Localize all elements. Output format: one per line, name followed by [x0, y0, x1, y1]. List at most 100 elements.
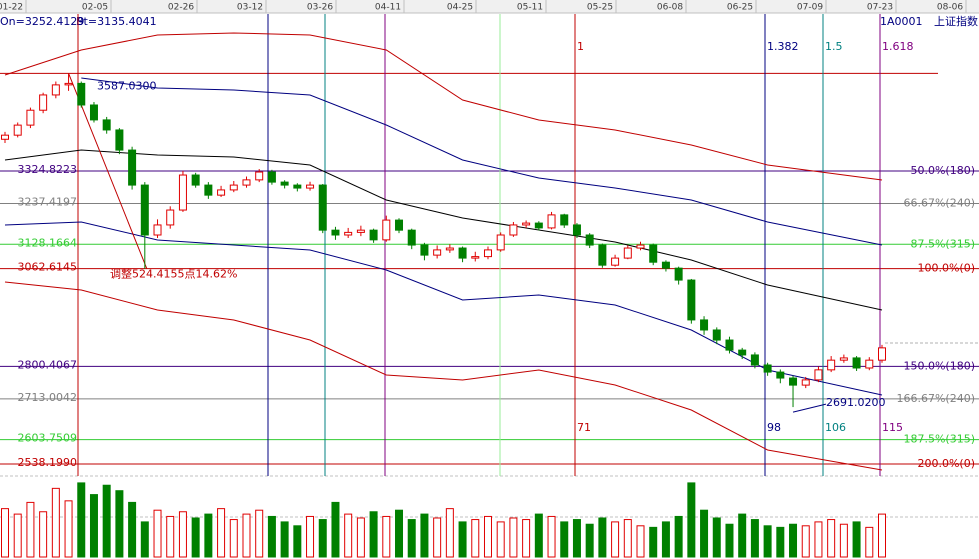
- candle-body: [140, 184, 149, 236]
- volume-bar: [471, 519, 480, 558]
- peak-label: 3587.0300: [97, 79, 157, 92]
- volume-bar: [102, 484, 111, 558]
- volume-bar: [611, 521, 620, 558]
- x-tick-label: 04-25: [447, 3, 473, 13]
- candle-body: [306, 184, 315, 189]
- level-label: 2713.0042: [18, 391, 78, 404]
- x-tick-label: 03-12: [237, 3, 263, 13]
- volume-bar: [331, 501, 340, 558]
- volume-bar: [89, 494, 98, 558]
- candle-body: [623, 247, 632, 259]
- volume-bar: [560, 521, 569, 558]
- volume-bar: [115, 490, 124, 558]
- candle-body: [509, 224, 518, 236]
- candle-body: [572, 224, 581, 236]
- volume-bar: [585, 523, 594, 558]
- x-tick-label: 04-11: [375, 3, 401, 13]
- volume-bar: [77, 482, 86, 558]
- level-label: 3237.4197: [18, 196, 78, 209]
- candle-body: [64, 82, 73, 86]
- volume-bar: [267, 515, 276, 558]
- x-tick-label: 02-05: [82, 3, 108, 13]
- x-tick-label: 05-25: [587, 3, 613, 13]
- volume-bar: [839, 523, 848, 558]
- volume-bar: [178, 511, 187, 558]
- candle-body: [77, 82, 86, 106]
- time-zone-ratio: 1: [577, 40, 584, 53]
- time-zone-ratio: 1.382: [767, 40, 799, 53]
- volume-bar: [776, 526, 785, 558]
- volume-bar: [852, 521, 861, 558]
- candle-body: [852, 357, 861, 369]
- date-bar: [0, 0, 979, 13]
- level-ratio: 50.0%(180): [910, 164, 975, 177]
- time-zone-bars: 115: [882, 421, 903, 434]
- volume-bar: [166, 515, 175, 558]
- candle-body: [255, 171, 264, 181]
- x-tick-label: 07-09: [797, 3, 823, 13]
- candle-body: [738, 349, 747, 356]
- candle-body: [725, 339, 734, 351]
- level-ratio: 200.0%(0): [917, 457, 975, 470]
- level-label: 2538.1990: [18, 456, 78, 469]
- volume-bar: [534, 513, 543, 558]
- volume-bar: [153, 509, 162, 558]
- level-ratio: 166.67%(240): [896, 392, 975, 405]
- candle-body: [445, 247, 454, 251]
- time-zone-ratio: 1.618: [882, 40, 914, 53]
- candle-body: [13, 124, 22, 136]
- trough-label: 2691.0200: [826, 396, 886, 409]
- candle-body: [636, 244, 645, 249]
- volume-bar: [598, 517, 607, 558]
- candle-body: [547, 214, 556, 229]
- x-tick-label: 07-23: [867, 3, 893, 13]
- candle-body: [865, 359, 874, 369]
- volume-bar: [204, 513, 213, 558]
- candle-body: [356, 229, 365, 233]
- band-line: [81, 77, 883, 246]
- volume-bar: [509, 517, 518, 558]
- candle-body: [293, 184, 302, 189]
- volume-bar: [572, 519, 581, 558]
- header-code: 1A0001: [880, 15, 923, 28]
- candle-body: [789, 377, 798, 386]
- volume-bar: [51, 487, 60, 558]
- band-line: [4, 281, 883, 471]
- level-label: 2603.7509: [18, 432, 78, 445]
- x-tick-label: 01-22: [0, 3, 23, 13]
- volume-bar: [789, 523, 798, 558]
- candle-body: [280, 181, 289, 186]
- volume-bar: [128, 501, 137, 558]
- candle-body: [674, 267, 683, 281]
- volume-bar: [280, 521, 289, 558]
- candle-body: [433, 249, 442, 256]
- candle-body: [827, 359, 836, 371]
- candle-body: [382, 219, 391, 241]
- candle-body: [801, 379, 810, 386]
- volume-bar: [750, 519, 759, 558]
- time-zone-bars: 71: [577, 421, 591, 434]
- band-line: [4, 32, 883, 181]
- volume-bar: [878, 513, 886, 558]
- band-line: [4, 149, 883, 311]
- volume-bar: [293, 525, 302, 558]
- candle-body: [700, 319, 709, 331]
- level-ratio: 87.5%(315): [910, 237, 975, 250]
- candle-body: [166, 209, 175, 226]
- volume-bar: [865, 526, 874, 558]
- candle-body: [191, 174, 200, 186]
- volume-bar: [496, 521, 505, 558]
- candle-body: [331, 229, 340, 236]
- volume-bar: [661, 521, 670, 558]
- candle-body: [687, 279, 696, 321]
- candle-body: [395, 219, 404, 231]
- x-tick-label: 08-06: [937, 3, 963, 13]
- candle-body: [585, 234, 594, 246]
- header-stat: Bt=3135.4041: [76, 15, 157, 28]
- volume-bar: [382, 515, 391, 558]
- x-tick-label: 06-08: [657, 3, 683, 13]
- level-ratio: 150.0%(180): [903, 359, 975, 372]
- trough-line: [792, 403, 827, 413]
- volume-bar: [623, 519, 632, 558]
- x-tick-label: 06-25: [727, 3, 753, 13]
